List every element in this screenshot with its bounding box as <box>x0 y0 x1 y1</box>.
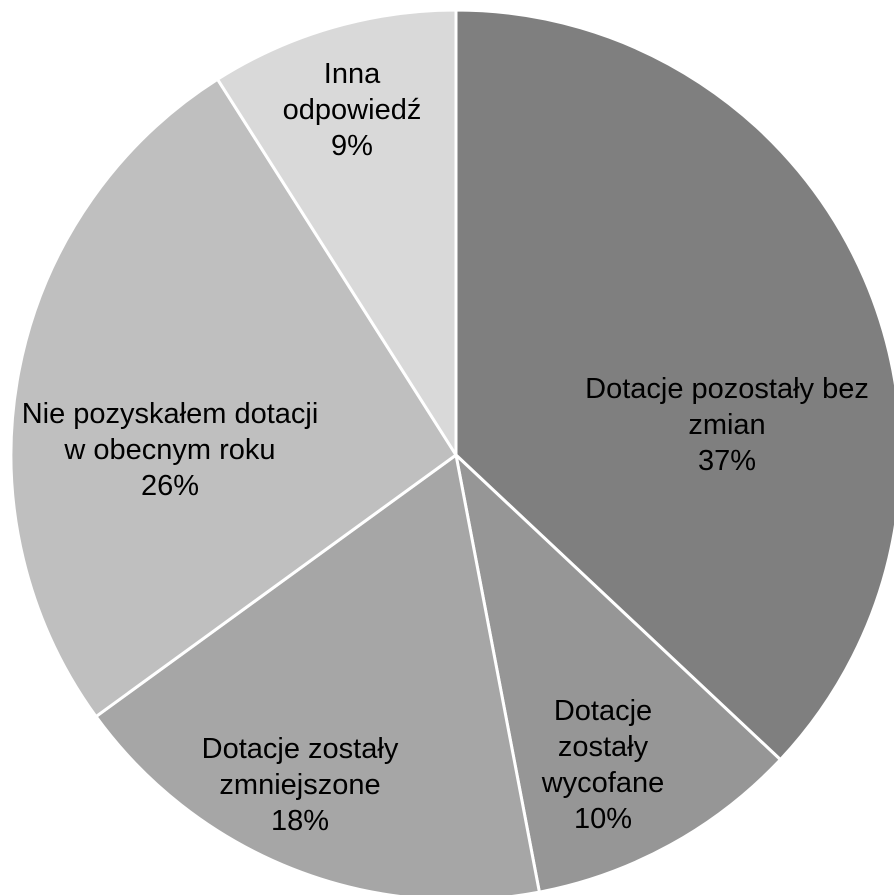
label-box: Inna odpowiedź 9% <box>262 0 442 260</box>
pie-slice <box>215 8 458 461</box>
label-box: Dotacje zostały zmniejszone 18% <box>165 635 435 895</box>
pie-slice <box>9 77 459 719</box>
label-box: Dotacje pozostały bez zmian 37% <box>577 275 877 575</box>
value-label: 18% <box>270 805 330 837</box>
pie-slice <box>93 452 542 895</box>
category-label: Inna odpowiedź <box>282 58 422 126</box>
value-label: 9% <box>331 130 373 162</box>
value-label: 10% <box>573 803 633 835</box>
slice-label: Nie pozyskałem dotacji w obecnym roku 26% <box>10 300 330 600</box>
value-label: 26% <box>140 470 200 502</box>
slice-label: Dotacje zostały wycofane 10% <box>528 615 678 895</box>
label-box: Dotacje zostały wycofane 10% <box>528 615 678 895</box>
category-label: Nie pozyskałem dotacji w obecnym roku <box>21 398 319 466</box>
slice-label: Dotacje zostały zmniejszone 18% <box>165 635 435 895</box>
category-label: Dotacje zostały zmniejszone <box>201 733 399 801</box>
category-label: Dotacje zostały wycofane <box>541 695 665 799</box>
slice-label: Inna odpowiedź 9% <box>262 0 442 260</box>
pie-slice <box>453 450 783 894</box>
category-label: Dotacje pozostały bez zmian <box>585 373 869 441</box>
label-box: Nie pozyskałem dotacji w obecnym roku 26% <box>10 300 330 600</box>
value-label: 37% <box>697 445 757 477</box>
pie-slice <box>454 8 894 762</box>
slice-label: Dotacje pozostały bez zmian 37% <box>577 275 877 575</box>
